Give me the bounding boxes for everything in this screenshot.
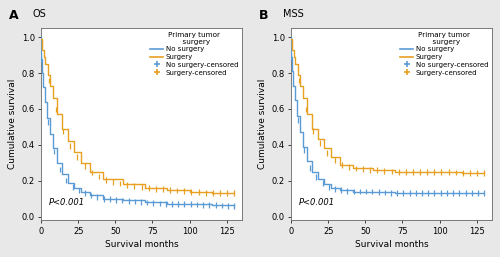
Y-axis label: Cumulative survival: Cumulative survival [8,79,18,169]
Text: P<0.001: P<0.001 [49,198,85,207]
X-axis label: Survival months: Survival months [104,240,178,249]
Y-axis label: Cumulative survival: Cumulative survival [258,79,268,169]
Text: P<0.001: P<0.001 [299,198,335,207]
Text: A: A [9,9,18,22]
Legend: No surgery, Surgery, No surgery-censored, Surgery-censored: No surgery, Surgery, No surgery-censored… [399,30,490,77]
Text: B: B [259,9,268,22]
Text: OS: OS [33,9,46,19]
Text: MSS: MSS [283,9,304,19]
X-axis label: Survival months: Survival months [354,240,428,249]
Legend: No surgery, Surgery, No surgery-censored, Surgery-censored: No surgery, Surgery, No surgery-censored… [149,30,240,77]
